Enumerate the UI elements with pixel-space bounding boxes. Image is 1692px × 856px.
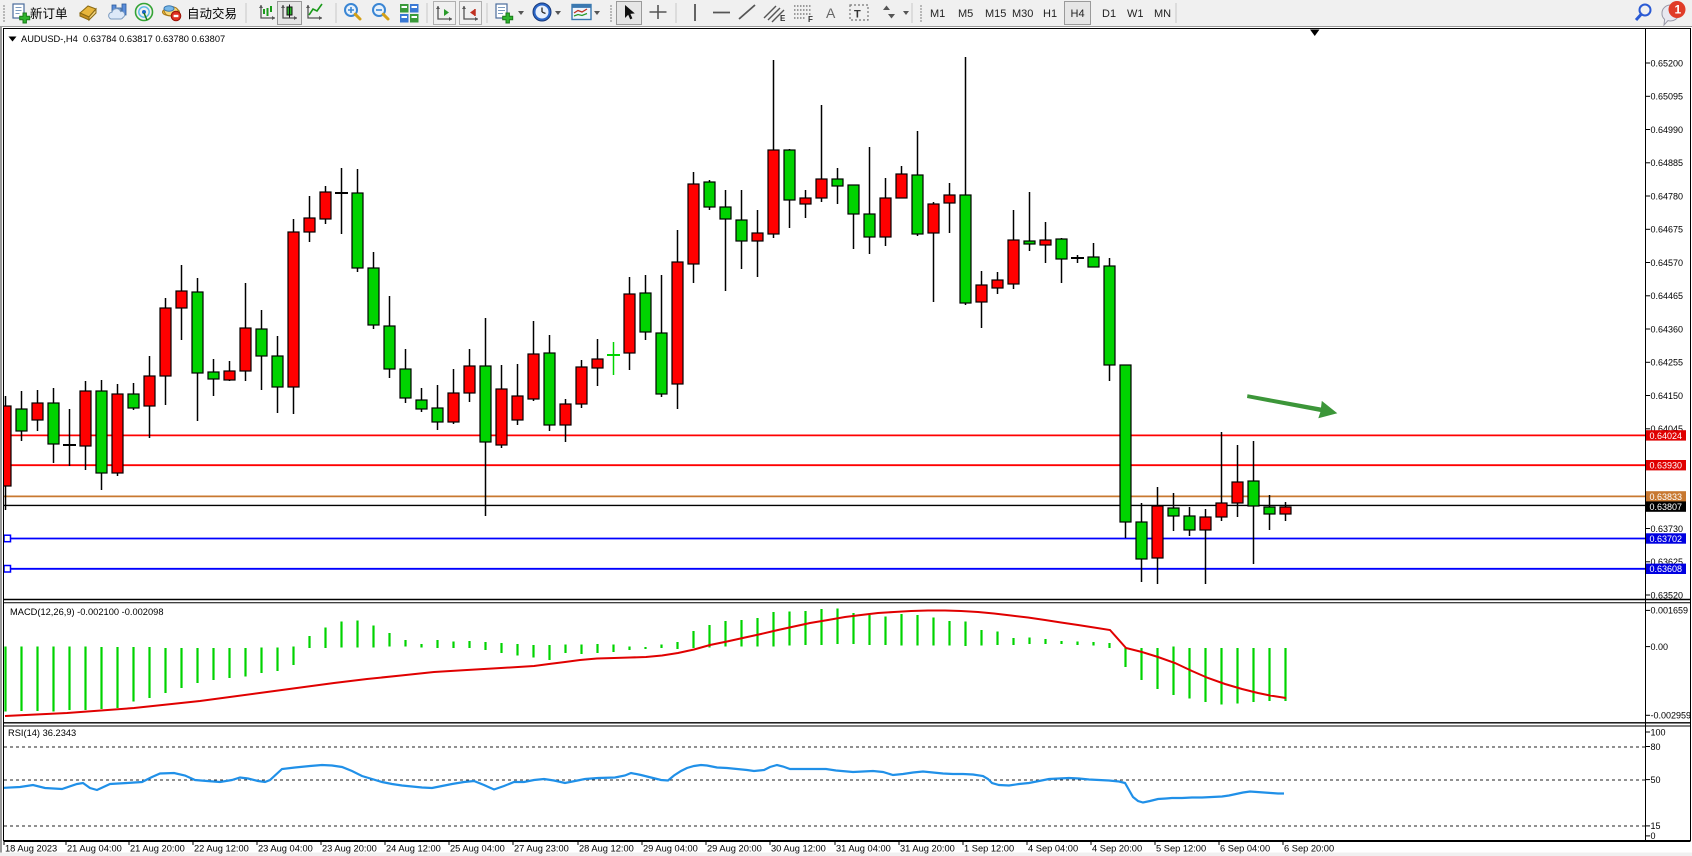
svg-text:0.64150: 0.64150 xyxy=(1651,391,1684,401)
svg-text:T: T xyxy=(854,9,861,21)
svg-text:D1: D1 xyxy=(1102,8,1116,20)
svg-text:30 Aug 12:00: 30 Aug 12:00 xyxy=(771,844,826,854)
svg-text:23 Aug 20:00: 23 Aug 20:00 xyxy=(322,844,377,854)
svg-text:31 Aug 20:00: 31 Aug 20:00 xyxy=(900,844,955,854)
svg-text:0.64885: 0.64885 xyxy=(1651,158,1684,168)
svg-text:6 Sep 20:00: 6 Sep 20:00 xyxy=(1284,844,1334,854)
svg-text:0.64465: 0.64465 xyxy=(1651,291,1684,301)
svg-text:100: 100 xyxy=(1651,727,1666,737)
svg-text:0.64360: 0.64360 xyxy=(1651,324,1684,334)
svg-text:A: A xyxy=(826,5,836,21)
svg-text:0.64045: 0.64045 xyxy=(1651,424,1684,434)
svg-text:0: 0 xyxy=(1651,831,1656,841)
svg-text:0.64990: 0.64990 xyxy=(1651,125,1684,135)
svg-text:0.00: 0.00 xyxy=(1651,642,1669,652)
svg-text:0.64024: 0.64024 xyxy=(1650,431,1683,441)
svg-text:0.63702: 0.63702 xyxy=(1650,534,1683,544)
svg-text:M5: M5 xyxy=(958,8,973,20)
svg-text:0.63520: 0.63520 xyxy=(1651,590,1684,600)
svg-text:4 Sep 04:00: 4 Sep 04:00 xyxy=(1028,844,1078,854)
svg-text:80: 80 xyxy=(1651,742,1661,752)
svg-text:0.63730: 0.63730 xyxy=(1651,524,1684,534)
svg-text:0.64570: 0.64570 xyxy=(1651,258,1684,268)
svg-text:31 Aug 04:00: 31 Aug 04:00 xyxy=(836,844,891,854)
svg-text:18 Aug 2023: 18 Aug 2023 xyxy=(5,844,57,854)
svg-text:21 Aug 04:00: 21 Aug 04:00 xyxy=(67,844,122,854)
svg-text:W1: W1 xyxy=(1127,8,1144,20)
svg-text:29 Aug 20:00: 29 Aug 20:00 xyxy=(707,844,762,854)
svg-text:0.65095: 0.65095 xyxy=(1651,92,1684,102)
svg-text:0.63833: 0.63833 xyxy=(1650,492,1683,502)
svg-text:AUDUSD-,H4 0.63784 0.63817 0.: AUDUSD-,H4 0.63784 0.63817 0.63780 0.638… xyxy=(21,34,225,44)
svg-text:0.63608: 0.63608 xyxy=(1650,564,1683,574)
svg-text:0.63625: 0.63625 xyxy=(1651,557,1684,567)
svg-text:H4: H4 xyxy=(1071,8,1085,20)
svg-text:E: E xyxy=(780,14,786,23)
svg-text:F: F xyxy=(808,15,813,24)
svg-text:50: 50 xyxy=(1651,775,1661,785)
svg-text:M1: M1 xyxy=(930,8,945,20)
svg-text:M15: M15 xyxy=(985,8,1006,20)
svg-text:15: 15 xyxy=(1651,821,1661,831)
svg-text:0.63807: 0.63807 xyxy=(1650,502,1683,512)
svg-text:24 Aug 12:00: 24 Aug 12:00 xyxy=(386,844,441,854)
svg-text:自动交易: 自动交易 xyxy=(187,6,237,21)
svg-text:M30: M30 xyxy=(1012,8,1033,20)
svg-text:-0.002959: -0.002959 xyxy=(1651,711,1692,721)
svg-text:29 Aug 04:00: 29 Aug 04:00 xyxy=(643,844,698,854)
svg-text:5 Sep 12:00: 5 Sep 12:00 xyxy=(1156,844,1206,854)
svg-text:1 Sep 12:00: 1 Sep 12:00 xyxy=(964,844,1014,854)
svg-text:23 Aug 04:00: 23 Aug 04:00 xyxy=(258,844,313,854)
svg-text:0.64675: 0.64675 xyxy=(1651,225,1684,235)
svg-text:0.64255: 0.64255 xyxy=(1651,358,1684,368)
svg-text:25 Aug 04:00: 25 Aug 04:00 xyxy=(450,844,505,854)
svg-text:1: 1 xyxy=(1675,3,1682,17)
svg-text:0.001659: 0.001659 xyxy=(1651,606,1689,616)
svg-text:27 Aug 23:00: 27 Aug 23:00 xyxy=(514,844,569,854)
svg-text:新订单: 新订单 xyxy=(30,6,68,21)
svg-text:0.65200: 0.65200 xyxy=(1651,58,1684,68)
svg-text:22 Aug 12:00: 22 Aug 12:00 xyxy=(194,844,249,854)
svg-text:RSI(14) 36.2343: RSI(14) 36.2343 xyxy=(8,728,76,738)
svg-text:28 Aug 12:00: 28 Aug 12:00 xyxy=(579,844,634,854)
svg-text:MACD(12,26,9) -0.002100 -0.002: MACD(12,26,9) -0.002100 -0.002098 xyxy=(10,607,164,617)
svg-text:6 Sep 04:00: 6 Sep 04:00 xyxy=(1220,844,1270,854)
svg-text:21 Aug 20:00: 21 Aug 20:00 xyxy=(130,844,185,854)
svg-text:MN: MN xyxy=(1154,8,1171,20)
svg-text:0.64780: 0.64780 xyxy=(1651,191,1684,201)
svg-text:0.63930: 0.63930 xyxy=(1650,461,1683,471)
svg-text:H1: H1 xyxy=(1043,8,1057,20)
svg-text:4 Sep 20:00: 4 Sep 20:00 xyxy=(1092,844,1142,854)
